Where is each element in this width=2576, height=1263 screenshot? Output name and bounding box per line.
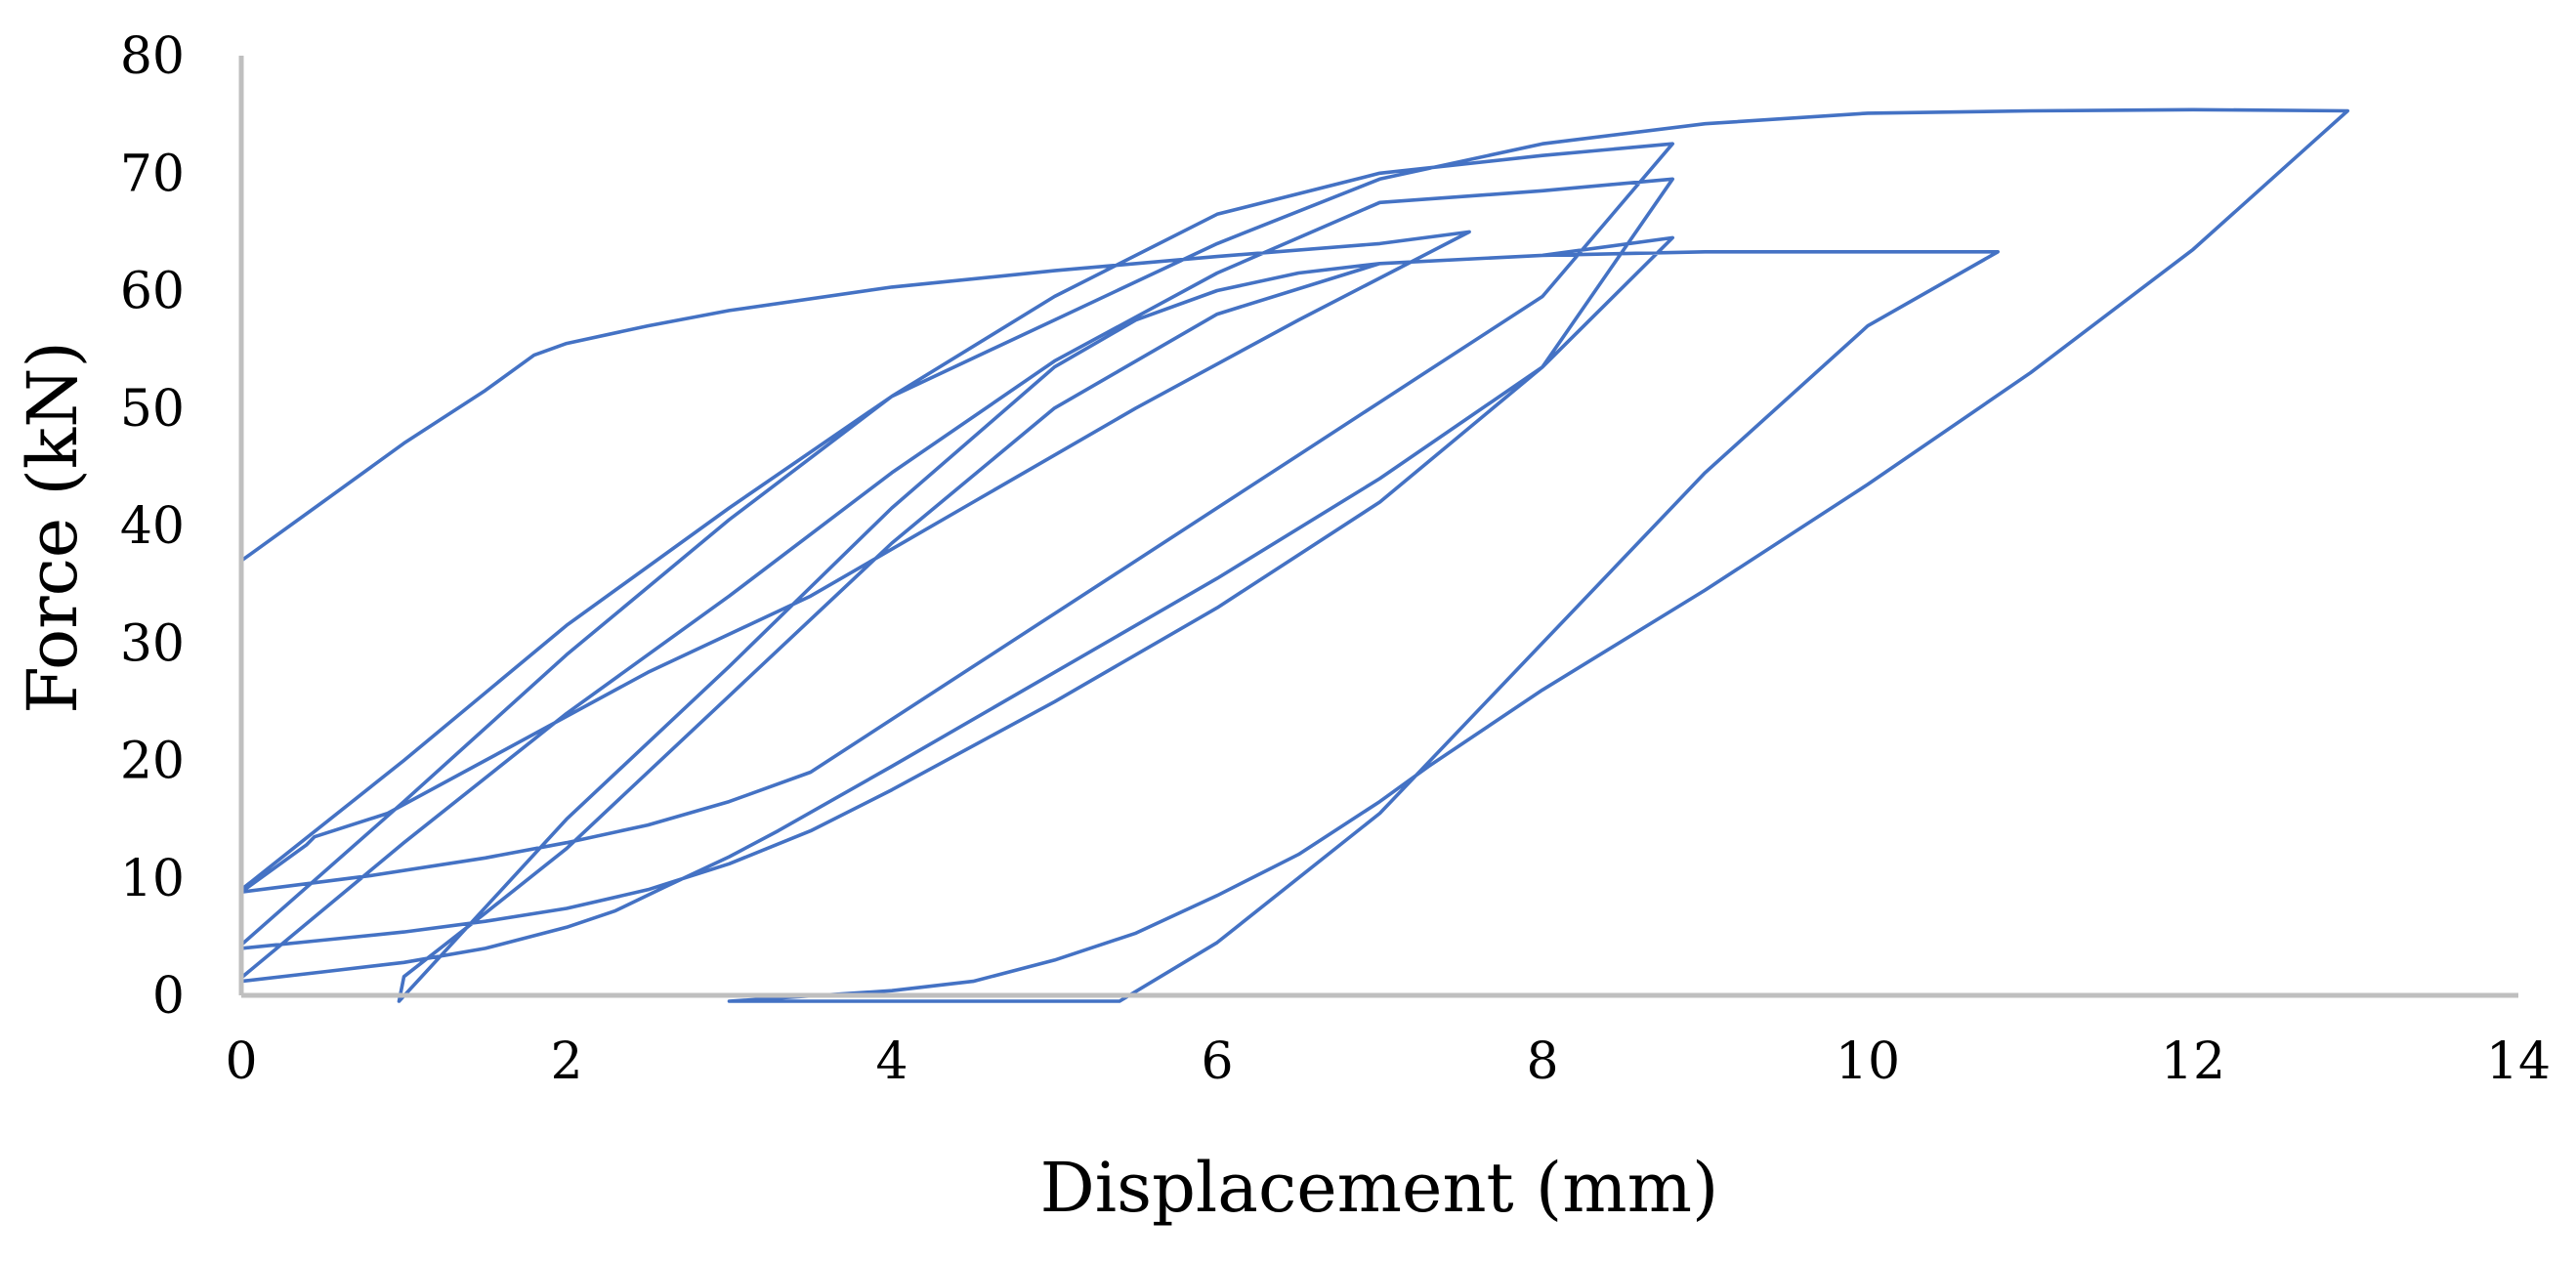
- tick-labels: 0 2 4 6 8 10 12 14 0 10 20 30 40 50 60 70 80: [120, 27, 2551, 1091]
- x-tick-label: 14: [2486, 1032, 2551, 1091]
- y-tick-label: 0: [152, 967, 185, 1026]
- y-tick-label: 60: [120, 263, 185, 321]
- hysteresis-curve-line: [239, 107, 2349, 1003]
- y-tick-label: 20: [120, 733, 185, 791]
- axis-layer: [238, 56, 2518, 998]
- y-tick-label: 40: [120, 497, 185, 556]
- y-tick-label: 80: [120, 27, 185, 86]
- x-tick-label: 8: [1526, 1032, 1558, 1091]
- x-tick-label: 4: [875, 1032, 908, 1091]
- y-tick-label: 10: [120, 850, 185, 908]
- x-tick-label: 6: [1201, 1032, 1233, 1091]
- y-tick-label: 70: [120, 145, 185, 203]
- y-tick-label: 50: [120, 380, 185, 439]
- y-axis-title: Force (kN): [13, 341, 93, 714]
- x-axis-title: Displacement (mm): [1040, 1148, 1719, 1228]
- x-tick-label: 2: [550, 1032, 582, 1091]
- x-tick-label: 10: [1836, 1032, 1900, 1091]
- series-layer: [239, 107, 2349, 1003]
- x-tick-label: 0: [225, 1032, 257, 1091]
- x-tick-label: 12: [2161, 1032, 2225, 1091]
- y-tick-label: 30: [120, 614, 185, 673]
